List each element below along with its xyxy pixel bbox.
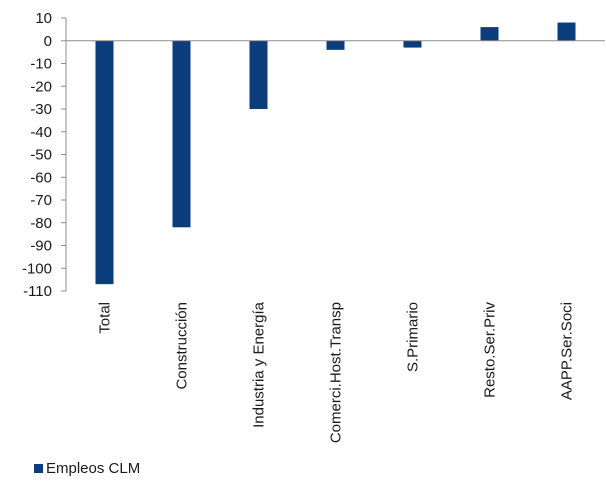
- y-tick-label: -90: [30, 238, 52, 255]
- x-category-label: Resto.Ser.Priv: [482, 302, 499, 398]
- bar: [326, 40, 345, 50]
- legend-swatch: [34, 464, 43, 473]
- legend: Empleos CLM: [34, 460, 140, 477]
- x-category-label: Construcción: [174, 302, 191, 390]
- y-axis: 10 0 -10 -20 -30 -40 -50 -60 -70 -80 -90 -100 -110: [22, 10, 67, 300]
- x-category-label: Comerci.Host.Transp: [328, 302, 345, 443]
- x-category-label: Total: [97, 302, 114, 334]
- y-tick-label: -80: [30, 215, 52, 232]
- y-tick-label: -20: [30, 78, 52, 95]
- x-category-label: S.Primario: [405, 302, 422, 372]
- y-tick-label: -110: [23, 283, 52, 300]
- y-tick-label: 10: [35, 10, 52, 27]
- bar: [95, 40, 114, 285]
- legend-label: Empleos CLM: [46, 460, 141, 477]
- bar: [403, 40, 422, 48]
- bar: [172, 40, 191, 228]
- y-tick-label: -30: [30, 101, 52, 118]
- y-tick-label: -100: [22, 260, 52, 277]
- y-tick-label: -50: [30, 147, 52, 164]
- x-category-label: Industria y Energía: [251, 301, 268, 428]
- y-tick-label: -40: [30, 124, 52, 141]
- y-tick-label: 0: [44, 33, 52, 50]
- bars: [95, 22, 576, 285]
- x-category-label: AAPP.Ser.Soci: [559, 302, 576, 400]
- x-axis: Total Construcción Industria y Energía Come…: [66, 40, 605, 443]
- y-tick-label: -60: [30, 169, 52, 186]
- y-tick-label: -70: [30, 192, 52, 209]
- bar: [480, 27, 499, 41]
- y-tick-label: -10: [30, 56, 52, 73]
- bar: [249, 40, 268, 109]
- bar: [557, 22, 576, 41]
